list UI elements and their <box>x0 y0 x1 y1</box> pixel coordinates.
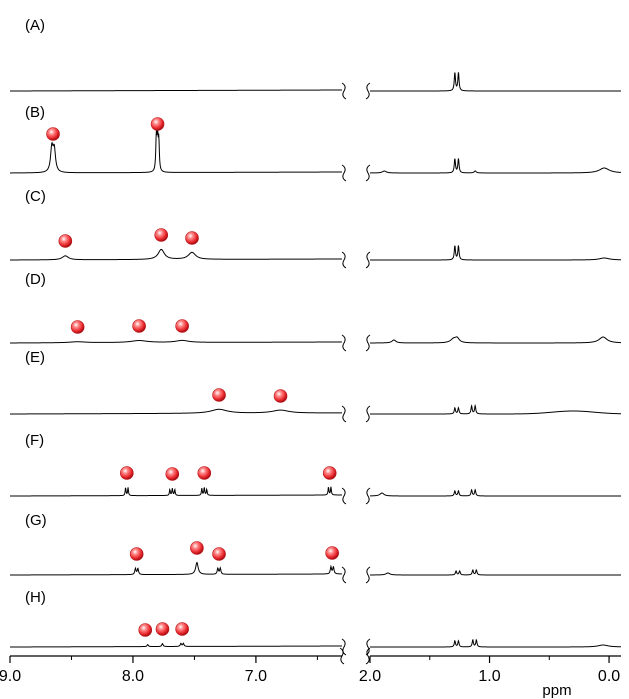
spectrum-label: (B) <box>25 104 45 121</box>
x-tick-label: 9.0 <box>0 668 21 685</box>
peak-marker <box>120 466 134 480</box>
spectrum-trace <box>370 336 622 344</box>
spectrum-trace <box>370 403 622 415</box>
peak-marker <box>46 127 60 141</box>
peak-marker <box>132 319 146 333</box>
spectrum: (D) <box>10 271 622 352</box>
peak-marker <box>190 541 204 555</box>
spectrum-trace <box>10 486 342 497</box>
axis-break-mark <box>341 487 347 505</box>
peak-marker <box>175 622 189 636</box>
plot-area: (A) (B) (C) (D) (E) (F) (G) (H) <box>10 17 622 656</box>
peak-marker <box>129 547 144 561</box>
axis-break-mark <box>341 251 347 269</box>
x-tick-label: 8.0 <box>122 668 144 685</box>
axis-break-mark <box>341 566 347 584</box>
spectrum: (H) <box>10 589 622 656</box>
x-axis: 9.0 8.0 7.0 2.0 1.0 0.0 <box>0 647 621 685</box>
spectrum-trace <box>370 488 621 497</box>
spectrum-trace <box>370 72 621 92</box>
peak-marker <box>212 547 226 561</box>
peak-marker <box>150 117 165 131</box>
peak-marker <box>175 319 189 333</box>
peak-marker <box>325 546 339 560</box>
spectrum: (B) <box>10 104 622 182</box>
spectrum-trace <box>10 561 343 576</box>
spectrum-trace <box>10 408 342 415</box>
spectrum-trace <box>10 339 342 344</box>
spectrum: (A) <box>10 17 621 100</box>
axis-break-mark <box>365 647 371 665</box>
axis-break-mark <box>341 638 347 656</box>
axis-break-mark <box>341 405 347 423</box>
spectrum: (E) <box>10 349 622 423</box>
axis-break-mark <box>341 82 347 100</box>
peak-marker <box>185 231 199 245</box>
spectrum-trace <box>10 248 342 261</box>
spectrum-label: (C) <box>25 188 46 205</box>
spectrum-trace <box>10 125 342 174</box>
spectrum-label: (F) <box>25 432 44 449</box>
x-tick-label: 0.0 <box>598 668 620 685</box>
axis-break-mark <box>365 638 371 656</box>
axis-break-mark <box>365 566 371 584</box>
spectrum-label: (H) <box>25 589 46 606</box>
axis-break-mark <box>365 334 371 352</box>
axis-break-mark <box>365 487 371 505</box>
peak-marker <box>155 622 170 636</box>
spectrum-trace <box>370 245 621 261</box>
peak-marker <box>70 320 85 334</box>
peak-marker <box>58 234 73 248</box>
x-tick-label: 7.0 <box>245 668 267 685</box>
axis-break-mark <box>341 164 347 182</box>
x-tick-label: 1.0 <box>478 668 500 685</box>
axis-break-mark <box>365 405 371 423</box>
spectrum-label: (A) <box>25 17 45 34</box>
peak-marker <box>165 467 180 481</box>
spectrum-trace <box>10 89 342 92</box>
peak-marker <box>154 228 169 242</box>
axis-break-mark <box>365 251 371 269</box>
spectrum: (F) <box>10 432 621 505</box>
spectrum-trace <box>370 158 622 174</box>
spectrum-trace <box>370 639 622 648</box>
x-tick-label: 2.0 <box>359 668 381 685</box>
peak-marker <box>197 466 212 480</box>
axis-break-mark <box>365 82 371 100</box>
peak-marker <box>322 466 337 480</box>
peak-marker <box>138 623 153 637</box>
spectrum-trace <box>370 569 621 576</box>
spectrum-label: (E) <box>25 349 45 366</box>
spectrum-label: (D) <box>25 271 46 288</box>
spectrum: (G) <box>10 512 621 584</box>
peak-marker <box>212 388 226 402</box>
axis-break-mark <box>365 164 371 182</box>
axis-break-mark <box>339 647 345 665</box>
spectrum: (C) <box>10 188 621 269</box>
x-axis-label: ppm <box>542 682 571 699</box>
peak-marker <box>273 389 288 403</box>
spectrum-trace <box>10 642 342 648</box>
spectrum-label: (G) <box>25 512 47 529</box>
axis-break-mark <box>341 334 347 352</box>
